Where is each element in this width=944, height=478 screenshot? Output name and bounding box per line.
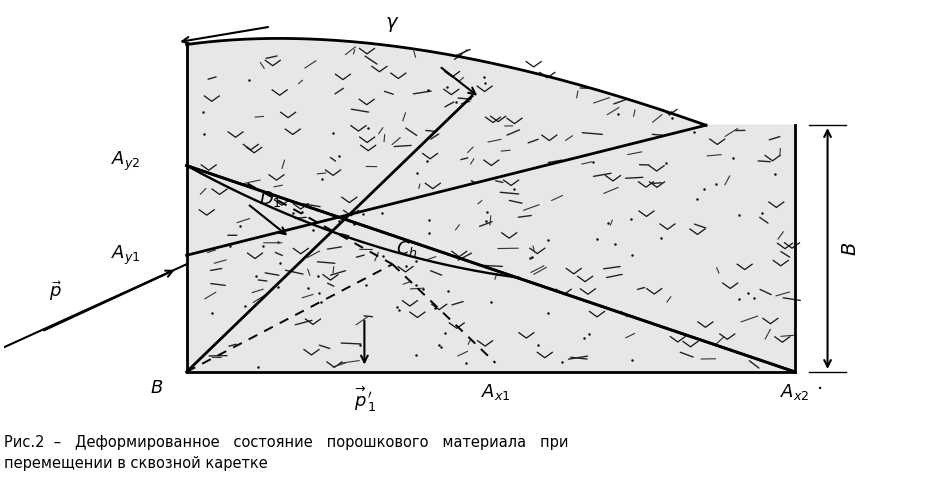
Text: $A_{y2}$: $A_{y2}$ [111,150,141,173]
Text: $\vec{p}$: $\vec{p}$ [49,279,62,303]
Text: $B$: $B$ [150,379,163,397]
Text: Рис.2  –   Деформированное   состояние   порошкового   материала   при
перемещен: Рис.2 – Деформированное состояние порошк… [4,435,568,471]
Text: $B$: $B$ [842,241,860,256]
Text: $\gamma$: $\gamma$ [385,15,399,34]
Text: $\overset{\to}{p}{}_{1}^{\prime}$: $\overset{\to}{p}{}_{1}^{\prime}$ [352,384,377,413]
Text: $A_{y1}$: $A_{y1}$ [111,244,141,267]
Text: $C_h$: $C_h$ [396,239,417,259]
Text: .: . [817,373,823,392]
Polygon shape [187,38,795,372]
Text: $A_{x2}$: $A_{x2}$ [780,382,810,402]
Text: $A_{x1}$: $A_{x1}$ [480,382,510,402]
Text: $D_1$: $D_1$ [260,189,282,209]
